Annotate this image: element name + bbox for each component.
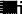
Text: Fig. 1: Fig. 1 <box>1 1 22 14</box>
